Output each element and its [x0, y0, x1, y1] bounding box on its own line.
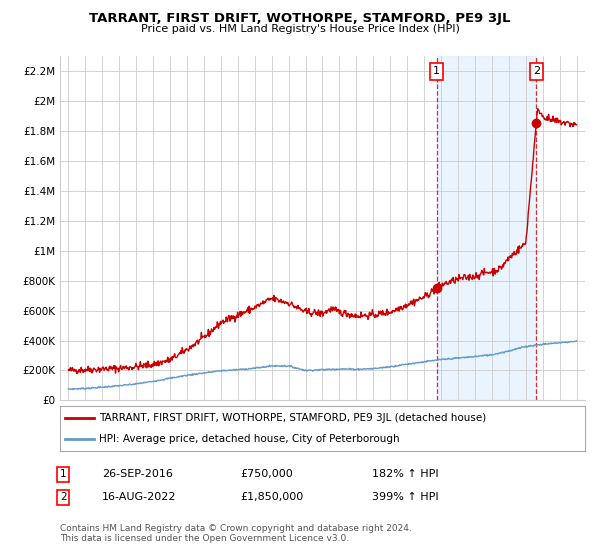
Text: 1: 1	[60, 469, 67, 479]
Text: 182% ↑ HPI: 182% ↑ HPI	[372, 469, 439, 479]
Text: £750,000: £750,000	[240, 469, 293, 479]
Text: TARRANT, FIRST DRIFT, WOTHORPE, STAMFORD, PE9 3JL (detached house): TARRANT, FIRST DRIFT, WOTHORPE, STAMFORD…	[100, 413, 487, 423]
Text: TARRANT, FIRST DRIFT, WOTHORPE, STAMFORD, PE9 3JL: TARRANT, FIRST DRIFT, WOTHORPE, STAMFORD…	[89, 12, 511, 25]
Bar	[437, 56, 536, 400]
Text: HPI: Average price, detached house, City of Peterborough: HPI: Average price, detached house, City…	[100, 433, 400, 444]
Text: 2: 2	[533, 67, 540, 77]
Text: Contains HM Land Registry data © Crown copyright and database right 2024.
This d: Contains HM Land Registry data © Crown c…	[60, 524, 412, 543]
Text: 1: 1	[433, 67, 440, 77]
Text: 26-SEP-2016: 26-SEP-2016	[102, 469, 173, 479]
Text: 16-AUG-2022: 16-AUG-2022	[102, 492, 176, 502]
Text: Price paid vs. HM Land Registry's House Price Index (HPI): Price paid vs. HM Land Registry's House …	[140, 24, 460, 34]
Text: 2: 2	[60, 492, 67, 502]
Text: 399% ↑ HPI: 399% ↑ HPI	[372, 492, 439, 502]
Text: £1,850,000: £1,850,000	[240, 492, 303, 502]
